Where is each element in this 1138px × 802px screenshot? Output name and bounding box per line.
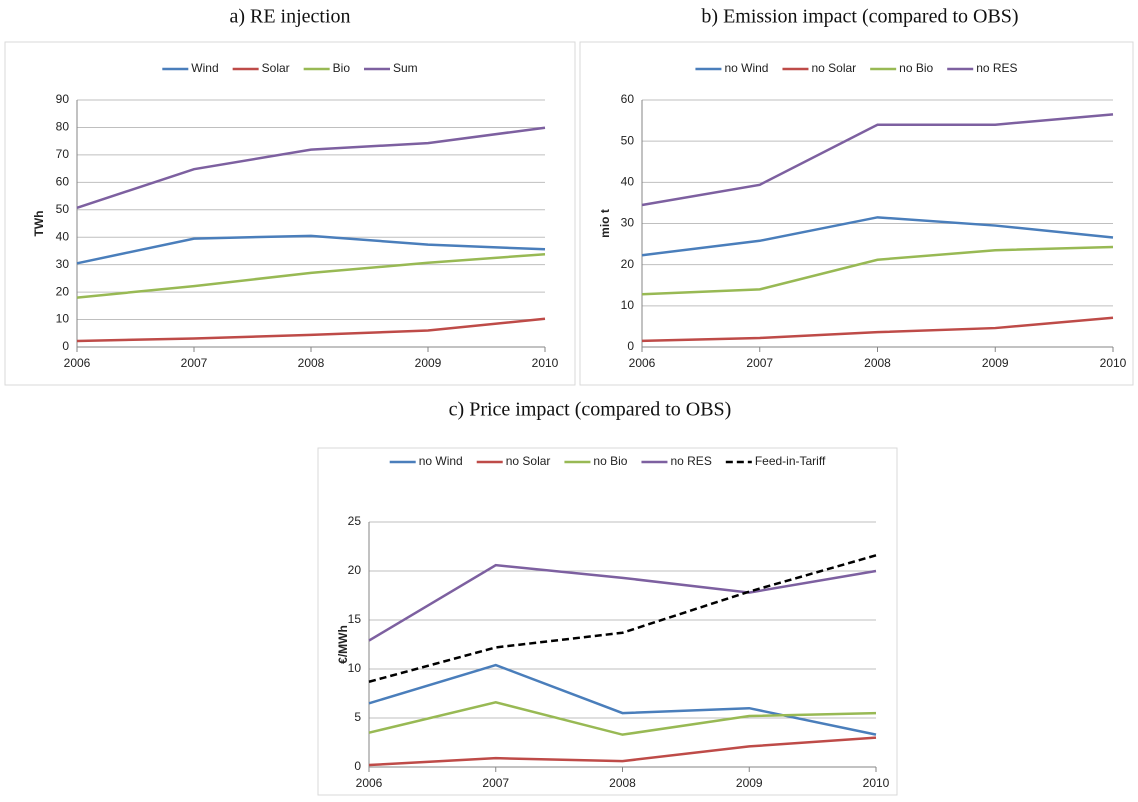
x-tick-label: 2009 [736, 776, 763, 790]
series-line [641, 245, 1114, 296]
x-tick-label: 2010 [532, 356, 559, 370]
series-line [76, 252, 546, 299]
x-tick-label: 2009 [982, 356, 1009, 370]
y-tick-label: 20 [56, 284, 70, 298]
chart-title: c) Price impact (compared to OBS) [449, 399, 732, 421]
y-tick-label: 50 [621, 133, 635, 147]
series-line [368, 736, 877, 767]
y-tick-label: 30 [56, 257, 70, 271]
legend-label: Bio [333, 61, 351, 75]
series-line [76, 317, 546, 343]
series-line [368, 554, 877, 683]
x-tick-label: 2007 [181, 356, 208, 370]
y-tick-label: 25 [348, 514, 362, 528]
x-tick-label: 2008 [298, 356, 325, 370]
y-axis-label: TWh [32, 211, 46, 237]
y-tick-label: 15 [348, 612, 362, 626]
y-tick-label: 60 [621, 92, 635, 106]
chart: b) Emission impact (compared to OBS) mio … [579, 6, 1134, 386]
y-tick-label: 80 [56, 120, 70, 134]
y-tick-label: 90 [56, 92, 70, 106]
series-line [641, 216, 1114, 257]
legend-label: Solar [262, 61, 290, 75]
legend: Wind Solar Bio Sum [162, 61, 418, 75]
y-tick-label: 70 [56, 147, 70, 161]
series-line [76, 234, 546, 265]
y-tick-label: 5 [354, 710, 361, 724]
legend-label: no Solar [506, 454, 551, 468]
legend-label: no RES [976, 61, 1017, 75]
y-tick-label: 10 [348, 661, 362, 675]
y-tick-label: 60 [56, 175, 70, 189]
y-tick-label: 0 [354, 759, 361, 773]
chart-title: a) RE injection [229, 6, 350, 28]
chart-frame [317, 447, 898, 796]
x-tick-label: 2010 [1100, 356, 1127, 370]
x-tick-label: 2008 [609, 776, 636, 790]
legend-label: no Wind [419, 454, 463, 468]
y-axis-label: €/MWh [336, 625, 350, 664]
series-line [368, 663, 877, 736]
series-line [368, 701, 877, 736]
legend-label: no Bio [899, 61, 933, 75]
x-tick-label: 2006 [356, 776, 383, 790]
legend-label: no RES [670, 454, 711, 468]
y-axis-label: mio t [598, 209, 612, 238]
legend-label: Wind [191, 61, 218, 75]
x-tick-label: 2006 [64, 356, 91, 370]
y-tick-label: 20 [621, 257, 635, 271]
series-line [368, 563, 877, 642]
y-tick-label: 0 [62, 339, 69, 353]
series-line [641, 316, 1114, 343]
y-tick-label: 30 [621, 216, 635, 230]
series-line [76, 126, 546, 210]
legend-label: no Bio [593, 454, 627, 468]
legend: no Wind no Solar no Bio no RES [695, 61, 1018, 75]
y-tick-label: 20 [348, 563, 362, 577]
x-tick-label: 2008 [864, 356, 891, 370]
x-tick-label: 2006 [629, 356, 656, 370]
y-tick-label: 40 [621, 175, 635, 189]
y-tick-label: 10 [621, 298, 635, 312]
y-tick-label: 10 [56, 312, 70, 326]
y-tick-label: 50 [56, 202, 70, 216]
legend: no Wind no Solar no Bio no RES Feed-in-Tarif… [389, 454, 826, 468]
series-line [641, 113, 1114, 207]
legend-label: Feed-in-Tariff [755, 454, 826, 468]
chart-frame [579, 41, 1134, 386]
chart: a) RE injection TWh 0 10 20 30 40 50 60 70 80 90 200… [4, 6, 576, 386]
chart: c) Price impact (compared to OBS) €/MWh 0 5… [317, 399, 898, 796]
x-tick-label: 2007 [482, 776, 509, 790]
chart-frame [4, 41, 576, 386]
y-tick-label: 40 [56, 229, 70, 243]
chart-title: b) Emission impact (compared to OBS) [701, 6, 1018, 28]
legend-label: Sum [393, 61, 418, 75]
y-tick-label: 0 [627, 339, 634, 353]
legend-label: no Solar [811, 61, 856, 75]
x-tick-label: 2009 [415, 356, 442, 370]
legend-label: no Wind [724, 61, 768, 75]
x-tick-label: 2010 [863, 776, 890, 790]
x-tick-label: 2007 [746, 356, 773, 370]
